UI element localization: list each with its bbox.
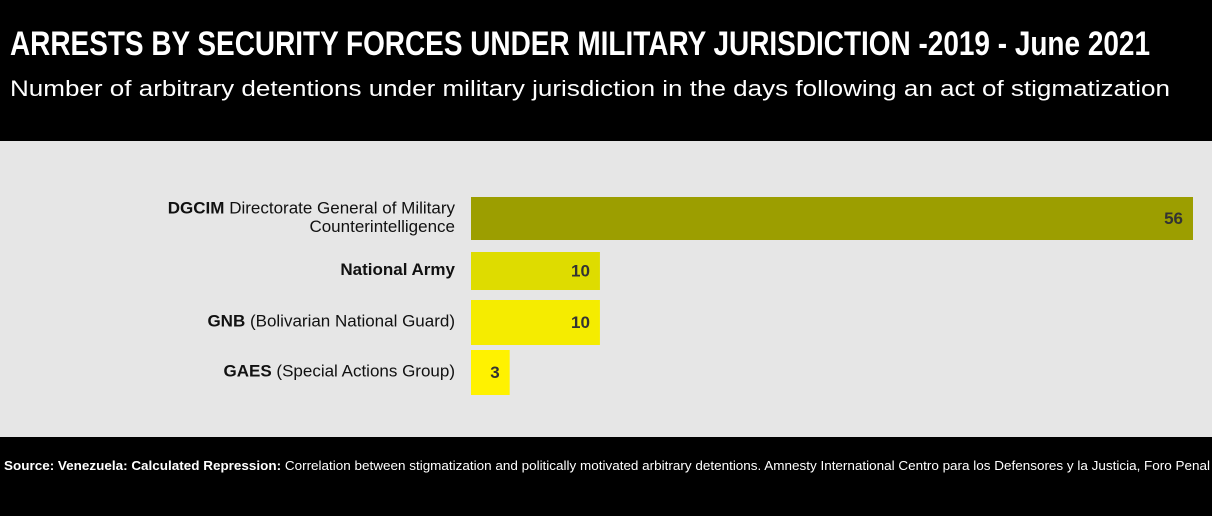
category-abbr: GAES xyxy=(223,362,271,381)
bar xyxy=(471,350,510,395)
value-label: 3 xyxy=(490,363,499,382)
category-name: (Special Actions Group) xyxy=(276,362,455,381)
category-label: GAES (Special Actions Group) xyxy=(223,362,455,381)
footer-bg xyxy=(0,437,1212,516)
category-abbr: GNB xyxy=(207,312,245,331)
category-abbr: DGCIM xyxy=(168,199,225,218)
chart-title: ARRESTS BY SECURITY FORCES UNDER MILITAR… xyxy=(10,25,1150,63)
category-name: (Bolivarian National Guard) xyxy=(250,312,455,331)
bar xyxy=(471,197,1193,240)
plot-bg xyxy=(0,141,1212,437)
header-bg xyxy=(0,0,1212,141)
value-label: 56 xyxy=(1164,209,1183,228)
bar xyxy=(471,252,600,290)
value-label: 10 xyxy=(571,313,590,332)
source-label: Source: Venezuela: Calculated Repression… xyxy=(4,458,281,473)
value-label: 10 xyxy=(571,261,590,280)
category-label: DGCIM Directorate General of Military xyxy=(168,199,456,218)
category-name: Directorate General of Military xyxy=(229,199,455,218)
chart-subtitle: Number of arbitrary detentions under mil… xyxy=(10,76,1170,101)
source-text: Correlation between stigmatization and p… xyxy=(285,458,1210,473)
bar xyxy=(471,300,600,345)
category-abbr: National Army xyxy=(340,260,455,279)
category-label: GNB (Bolivarian National Guard) xyxy=(207,312,455,331)
category-label: National Army xyxy=(340,260,455,279)
category-label: Counterintelligence xyxy=(309,217,455,236)
source: Source: Venezuela: Calculated Repression… xyxy=(4,458,1210,473)
